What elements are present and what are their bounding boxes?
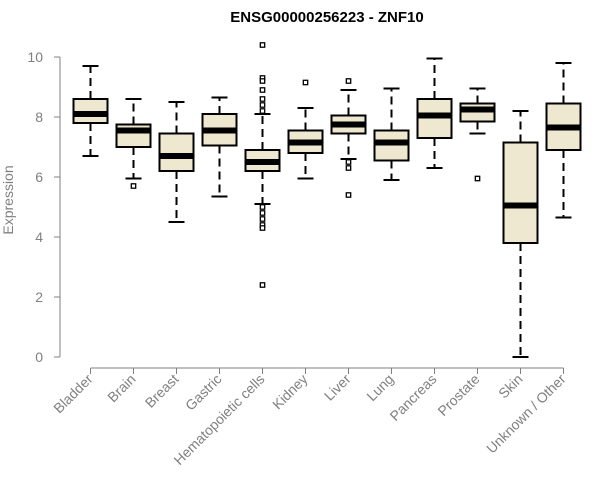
y-tick-label: 10 [27,49,43,65]
box-hematopoietic-cells [244,42,281,288]
outlier-point [345,159,352,165]
x-tick-label: Unknown / Other [483,371,569,457]
x-tick-label: Prostate [434,371,482,419]
outlier-point [474,175,481,182]
x-tick-label: Bladder [50,371,96,417]
box-bladder [72,65,109,157]
box-pancreas [416,57,453,169]
x-tick-label: Pancreas [386,371,439,424]
y-tick-label: 0 [35,349,43,365]
outlier-point [302,79,309,86]
box-breast [158,101,195,223]
outlier-point [259,282,266,288]
y-tick-label: 4 [35,229,43,245]
box-lung [373,87,410,181]
y-tick-label: 8 [35,109,43,125]
box-liver [330,78,367,198]
x-tick-label: Lung [363,371,396,404]
iqr-box [158,132,195,172]
x-tick-label: Breast [142,371,182,411]
y-tick-label: 6 [35,169,43,185]
x-tick-label: Skin [495,371,526,402]
outlier-point [259,204,266,210]
box-kidney [287,79,324,180]
outlier-point [259,87,266,93]
outlier-point [259,102,266,108]
iqr-box [502,141,539,244]
box-brain [115,98,152,189]
x-tick-label: Kidney [269,371,311,413]
outlier-point [345,78,352,84]
outlier-point [130,183,137,189]
outlier-point [345,165,352,171]
x-tick-label: Gastric [182,371,225,414]
y-tick-label: 2 [35,289,43,305]
box-unknown-other [545,62,582,219]
y-axis-label: Expression [0,165,16,234]
outlier-point [259,216,266,222]
boxes [72,42,582,358]
chart-title: ENSG00000256223 - ZNF10 [230,9,423,26]
outlier-point [345,192,352,198]
y-axis: 0 2 4 6 8 10 [27,49,61,365]
outlier-point [259,225,266,231]
x-tick-label: Liver [321,371,354,404]
box-skin [502,110,539,358]
outlier-point [259,108,266,114]
box-prostate [459,87,496,182]
x-tick-label: Brain [104,371,138,405]
box-gastric [201,96,238,198]
outlier-point [259,210,266,216]
outlier-point [259,96,266,102]
outlier-point [259,78,266,84]
outlier-point [259,42,266,48]
